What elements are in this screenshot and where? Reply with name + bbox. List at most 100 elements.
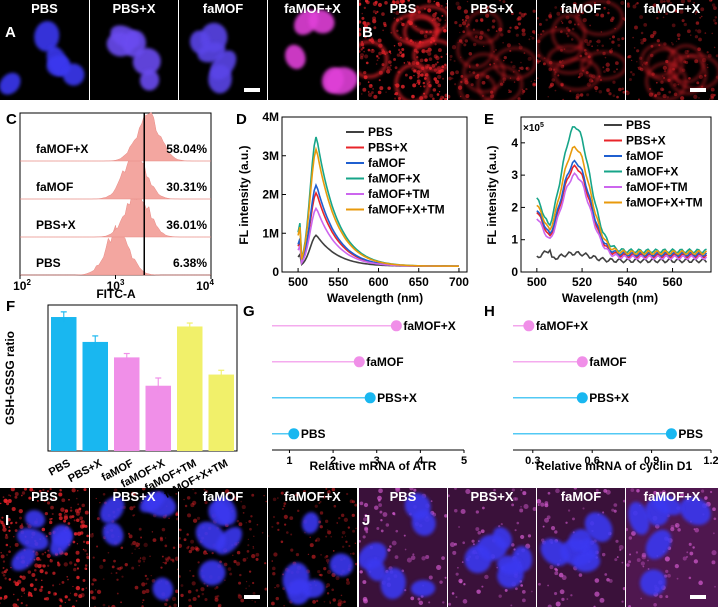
- stain-dot: [66, 575, 69, 578]
- stain-dot: [194, 491, 197, 495]
- stain-dot: [694, 35, 699, 39]
- panel-letter: J: [362, 512, 370, 529]
- stain-dot: [58, 516, 63, 521]
- stain-dot: [444, 576, 447, 579]
- stain-dot: [74, 508, 79, 513]
- stain-dot: [468, 52, 473, 56]
- stain-dot: [21, 491, 26, 495]
- stain-dot: [236, 550, 241, 555]
- tick-label: 0.9: [644, 455, 659, 467]
- stain-dot: [418, 600, 424, 606]
- tick-label: 1.2: [703, 455, 718, 467]
- stain-dot: [571, 27, 575, 31]
- image-content: [189, 22, 237, 94]
- stain-dot: [654, 3, 656, 5]
- stain-dot: [582, 507, 585, 510]
- legend-label: faMOF+X+TM: [368, 203, 445, 217]
- stain-dot: [515, 33, 519, 37]
- stain-dot: [75, 550, 80, 555]
- stain-dot: [427, 0, 430, 2]
- stain-dot: [351, 513, 355, 518]
- stain-dot: [64, 601, 66, 604]
- stain-dot: [176, 568, 178, 571]
- stain-dot: [396, 29, 399, 33]
- stain-dot: [20, 494, 23, 497]
- tick-label: 0.6: [585, 455, 600, 467]
- stain-dot: [86, 552, 89, 556]
- stain-dot: [643, 22, 648, 27]
- stain-dot: [618, 87, 622, 92]
- stain-dot: [542, 62, 546, 66]
- stain-dot: [537, 33, 540, 36]
- stain-dot: [16, 598, 20, 601]
- stain-dot: [611, 16, 615, 20]
- stain-dot: [428, 575, 433, 580]
- stain-dot: [371, 48, 374, 51]
- stain-dot: [363, 598, 368, 604]
- stain-dot: [81, 523, 86, 529]
- nucleus: [123, 30, 147, 58]
- stain-dot: [441, 14, 444, 17]
- stain-dot: [511, 503, 515, 507]
- stain-dot: [547, 491, 551, 495]
- stain-dot: [29, 583, 34, 588]
- cell-outline: [408, 4, 447, 34]
- stain-dot: [175, 513, 178, 517]
- image-content: [179, 488, 267, 607]
- stain-dot: [327, 497, 330, 500]
- stain-dot: [78, 594, 83, 599]
- stain-dot: [436, 61, 439, 64]
- stain-dot: [392, 0, 395, 3]
- stain-dot: [561, 575, 567, 581]
- stain-dot: [639, 15, 644, 19]
- lollipop-point: [665, 428, 677, 440]
- stain-dot: [214, 597, 219, 602]
- stain-dot: [612, 94, 616, 98]
- stain-dot: [596, 49, 599, 52]
- stain-dot: [421, 49, 426, 54]
- stain-dot: [47, 564, 50, 567]
- stain-dot: [489, 63, 492, 66]
- stain-dot: [575, 96, 579, 100]
- stain-dot: [515, 587, 518, 591]
- stain-dot: [681, 19, 685, 23]
- stain-dot: [49, 518, 52, 521]
- nucleus: [152, 577, 174, 601]
- stain-dot: [426, 64, 431, 68]
- stain-dot: [390, 69, 392, 71]
- stain-dot: [562, 98, 565, 100]
- stain-dot: [636, 49, 640, 53]
- stain-dot: [111, 565, 115, 569]
- stain-dot: [332, 550, 335, 552]
- stain-dot: [359, 0, 361, 2]
- nucleus: [284, 44, 306, 70]
- stain-dot: [626, 563, 630, 567]
- stain-dot: [13, 580, 17, 584]
- stain-dot: [656, 39, 660, 43]
- legend-label: faMOF+X: [368, 172, 420, 186]
- stain-dot: [613, 70, 616, 73]
- stain-dot: [96, 545, 99, 548]
- stain-dot: [295, 493, 299, 497]
- stain-dot: [445, 2, 447, 5]
- stain-dot: [683, 22, 687, 27]
- image-content: [537, 0, 625, 100]
- stain-dot: [655, 81, 658, 84]
- plot-frame: [47, 304, 238, 452]
- stain-dot: [635, 3, 637, 6]
- stain-dot: [479, 18, 484, 22]
- stain-dot: [471, 539, 475, 543]
- stain-dot: [188, 604, 192, 607]
- stain-dot: [431, 63, 436, 68]
- stain-dot: [5, 533, 8, 537]
- stain-dot: [572, 2, 577, 7]
- stain-dot: [189, 570, 191, 572]
- stain-dot: [14, 542, 19, 547]
- stain-dot: [694, 527, 700, 533]
- stain-dot: [612, 80, 616, 84]
- stain-dot: [95, 497, 97, 500]
- stain-dot: [140, 536, 143, 539]
- stain-dot: [636, 489, 640, 493]
- stain-dot: [317, 491, 321, 495]
- stain-dot: [359, 81, 362, 86]
